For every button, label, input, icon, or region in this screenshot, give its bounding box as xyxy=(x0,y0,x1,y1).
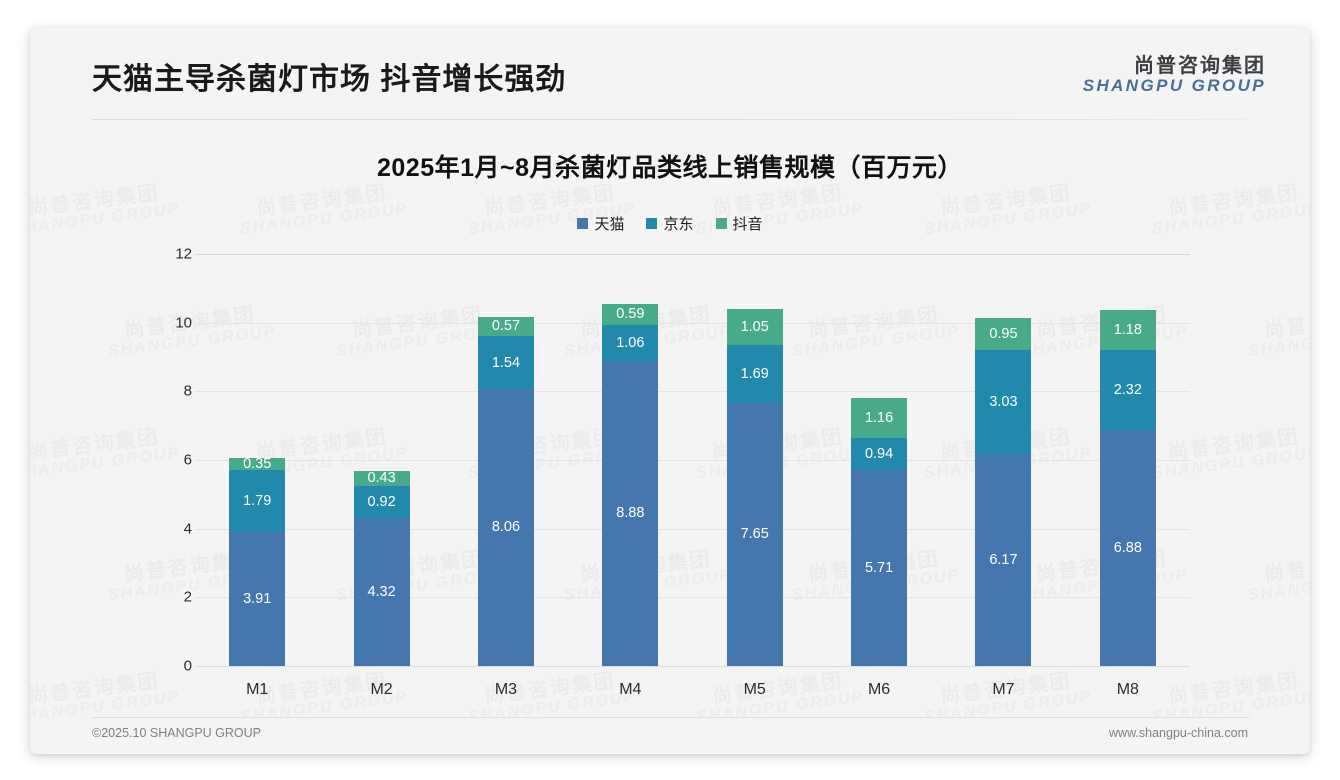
gridline xyxy=(195,254,1190,255)
legend-label: 抖音 xyxy=(732,216,763,233)
chart-plot-area: 12 10 8 6 4 2 0 0.35 1.79 3.91 M1 0.43 0.92 4.32 M2 0.… xyxy=(168,246,1190,698)
slide-card: 天猫主导杀菌灯市场 抖音增长强劲 尚普咨询集团 SHANGPU GROUP 尚普… xyxy=(30,28,1310,754)
bar-segment-抖音[interactable]: 1.18 xyxy=(1099,309,1156,351)
bar-segment-京东[interactable]: 0.94 xyxy=(851,437,908,470)
bar-segment-抖音[interactable]: 0.57 xyxy=(477,316,534,337)
bar-segment-天猫[interactable]: 6.17 xyxy=(975,454,1032,666)
bar-segment-天猫[interactable]: 7.65 xyxy=(726,403,783,666)
x-axis-tick-label: M8 xyxy=(1116,681,1139,698)
bar-segment-京东[interactable]: 1.79 xyxy=(229,470,286,532)
bar-segment-京东[interactable]: 1.06 xyxy=(602,324,659,362)
bar-group-M4: 0.59 1.06 8.88 M4 xyxy=(568,254,692,698)
x-axis-tick-label: M5 xyxy=(743,681,766,698)
bar-segment-京东[interactable]: 3.03 xyxy=(975,350,1032,455)
bar-group-M3: 0.57 1.54 8.06 M3 xyxy=(444,254,568,698)
bar-segment-抖音[interactable]: 0.35 xyxy=(229,458,286,471)
stacked-bar[interactable]: 0.57 1.54 8.06 xyxy=(477,316,534,666)
legend-swatch-icon xyxy=(577,218,589,229)
brand-logo-en: SHANGPU GROUP xyxy=(1082,76,1266,96)
gridline xyxy=(195,666,1190,667)
gridline xyxy=(195,597,1190,599)
bar-group-M6: 1.16 0.94 5.71 M6 xyxy=(817,254,941,698)
bar-segment-京东[interactable]: 2.32 xyxy=(1099,350,1156,430)
x-axis-tick-label: M3 xyxy=(494,681,518,698)
legend-label: 天猫 xyxy=(594,216,625,233)
footer-copyright: ©2025.10 SHANGPU GROUP xyxy=(92,726,261,740)
brand-logo: 尚普咨询集团 SHANGPU GROUP xyxy=(1082,55,1266,96)
stacked-bar[interactable]: 0.95 3.03 6.17 xyxy=(975,317,1032,666)
stacked-bar[interactable]: 0.43 0.92 4.32 xyxy=(353,471,410,666)
y-axis-tick-label: 8 xyxy=(183,382,192,400)
y-axis-tick-label: 12 xyxy=(175,245,192,263)
gridline xyxy=(195,322,1190,324)
x-axis-tick-label: M1 xyxy=(246,681,269,698)
brand-logo-cn: 尚普咨询集团 xyxy=(1134,55,1266,77)
legend-item-京东[interactable]: 京东 xyxy=(646,213,694,234)
bar-group-M7: 0.95 3.03 6.17 M7 xyxy=(941,254,1065,698)
bar-segment-天猫[interactable]: 6.88 xyxy=(1099,429,1156,666)
bar-group-M1: 0.35 1.79 3.91 M1 xyxy=(195,254,319,698)
legend-swatch-icon xyxy=(646,218,658,229)
bar-segment-天猫[interactable]: 3.91 xyxy=(229,531,286,666)
stacked-bar[interactable]: 0.59 1.06 8.88 xyxy=(602,304,659,666)
gridline xyxy=(195,460,1190,461)
bar-segment-抖音[interactable]: 1.05 xyxy=(726,309,783,346)
y-axis-tick-label: 4 xyxy=(183,520,192,538)
x-axis-tick-label: M4 xyxy=(619,681,642,698)
bar-segment-抖音[interactable]: 0.43 xyxy=(353,471,410,487)
legend-item-抖音[interactable]: 抖音 xyxy=(715,213,763,234)
bar-segment-抖音[interactable]: 0.95 xyxy=(975,317,1032,351)
chart-title: 2025年1月~8月杀菌灯品类线上销售规模（百万元） xyxy=(376,154,964,182)
gridline xyxy=(195,391,1190,393)
stacked-bar[interactable]: 1.16 0.94 5.71 xyxy=(851,397,908,666)
stacked-bar[interactable]: 1.05 1.69 7.65 xyxy=(726,309,783,666)
page-title: 天猫主导杀菌灯市场 抖音增长强劲 xyxy=(92,63,567,96)
bar-segment-京东[interactable]: 0.92 xyxy=(353,486,410,518)
bar-series-container: 0.35 1.79 3.91 M1 0.43 0.92 4.32 M2 0.57 1.54 8.06… xyxy=(195,254,1190,698)
legend-item-天猫[interactable]: 天猫 xyxy=(577,213,624,234)
stacked-bar[interactable]: 0.35 1.79 3.91 xyxy=(229,458,286,666)
legend-label: 京东 xyxy=(663,216,694,233)
bar-group-M8: 1.18 2.32 6.88 M8 xyxy=(1066,254,1190,698)
x-axis-tick-label: M6 xyxy=(867,681,891,698)
bar-segment-天猫[interactable]: 8.88 xyxy=(602,361,659,666)
footer-website: www.shangpu-china.com xyxy=(1109,726,1248,740)
bar-segment-天猫[interactable]: 8.06 xyxy=(477,389,534,666)
footer-divider xyxy=(92,717,1250,718)
bar-segment-天猫[interactable]: 4.32 xyxy=(353,517,410,666)
header-divider xyxy=(92,119,1250,120)
stacked-bar[interactable]: 1.18 2.32 6.88 xyxy=(1099,309,1156,666)
bar-segment-抖音[interactable]: 0.59 xyxy=(602,304,659,325)
slide-header: 天猫主导杀菌灯市场 抖音增长强劲 尚普咨询集团 SHANGPU GROUP xyxy=(30,28,1310,120)
chart-legend: 天猫 京东 抖音 xyxy=(30,213,1310,234)
y-axis-tick-label: 6 xyxy=(183,451,192,469)
bar-group-M5: 1.05 1.69 7.65 M5 xyxy=(693,254,817,698)
y-axis-tick-label: 2 xyxy=(183,588,192,606)
bar-segment-天猫[interactable]: 5.71 xyxy=(851,469,908,666)
bar-segment-京东[interactable]: 1.54 xyxy=(477,336,534,390)
legend-swatch-icon xyxy=(715,218,727,229)
gridline xyxy=(195,528,1190,530)
y-axis-tick-label: 10 xyxy=(175,314,192,332)
x-axis-tick-label: M7 xyxy=(992,681,1015,698)
bar-segment-抖音[interactable]: 1.16 xyxy=(851,397,908,438)
bar-group-M2: 0.43 0.92 4.32 M2 xyxy=(320,254,444,698)
y-axis-tick-label: 0 xyxy=(183,657,192,675)
x-axis-tick-label: M2 xyxy=(370,681,393,698)
bar-segment-京东[interactable]: 1.69 xyxy=(726,345,783,404)
